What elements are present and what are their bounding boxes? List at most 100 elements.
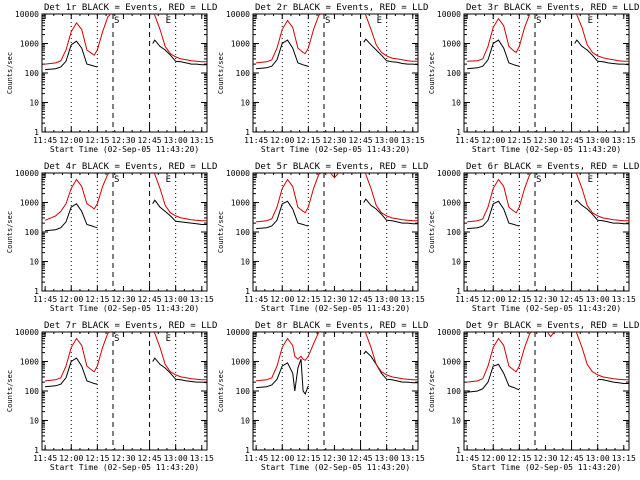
x-tick-label: 13:00 [586,454,610,463]
y-tick-label: 1000 [20,199,39,208]
series-line-events [467,39,629,70]
annotation-end: E [166,334,171,344]
y-tick-label: 10000 [437,328,461,337]
y-tick-label: 1000 [442,199,461,208]
x-tick-label: 12:30 [322,295,346,304]
series-line-events [45,39,207,71]
x-tick-label: 12:00 [481,295,505,304]
y-tick-label: 100 [25,69,40,78]
x-tick-label: 13:00 [164,136,188,145]
y-tick-label: 1 [34,287,39,296]
y-tick-label: 1000 [231,358,250,367]
y-tick-label: 10 [29,417,39,426]
x-tick-label: 12:15 [507,295,531,304]
x-axis-label: Start Time (02-Sep-05 11:43:20) [50,145,199,154]
plot-frame [252,172,419,292]
y-tick-label: 100 [447,387,462,396]
y-tick-label: 10 [29,258,39,267]
panel-det-3: Det 3r BLACK = Events, RED = LLD 1 10 100 10… [428,3,639,154]
x-axis-label: Start Time (02-Sep-05 11:43:20) [472,145,621,154]
panel-title: Det 3r BLACK = Events, RED = LLD [466,3,639,13]
x-tick-label: 12:45 [138,295,162,304]
annotation-start: S [114,334,119,344]
y-axis-label: Counts/sec [217,370,225,412]
x-tick-label: 13:15 [190,454,214,463]
x-axis-label: Start Time (02-Sep-05 11:43:20) [261,463,410,472]
y-axis-label: Counts/sec [428,370,436,412]
series-line-events [256,198,418,230]
y-tick-label: 10000 [15,10,39,19]
x-tick-label: 12:30 [533,295,557,304]
y-tick-label: 1000 [20,40,39,49]
x-tick-label: 12:45 [349,295,373,304]
x-tick-label: 11:45 [455,136,479,145]
x-tick-label: 12:30 [111,454,135,463]
annotation-end: E [166,16,171,26]
series-line-lld [467,332,629,383]
panel-det-6: Det 6r BLACK = Events, RED = LLD 1 10 100 10… [428,162,639,313]
x-tick-label: 12:00 [270,454,294,463]
y-tick-label: 10000 [15,328,39,337]
series-line-lld [256,173,418,223]
x-tick-label: 12:45 [349,136,373,145]
y-tick-label: 10000 [226,10,250,19]
y-tick-label: 1 [245,287,250,296]
annotation-start: S [536,16,541,26]
y-axis-label: Counts/sec [217,211,225,253]
y-tick-label: 1 [245,446,250,455]
y-tick-label: 1 [34,128,39,137]
annotation-start: S [536,175,541,185]
x-tick-label: 11:45 [244,295,268,304]
x-tick-label: 13:00 [375,454,399,463]
x-axis-label: Start Time (02-Sep-05 11:43:20) [50,463,199,472]
x-tick-label: 11:45 [33,454,57,463]
series-line-lld [256,14,418,64]
x-tick-label: 13:00 [586,136,610,145]
x-tick-label: 13:00 [586,295,610,304]
x-tick-label: 12:00 [59,295,83,304]
x-tick-label: 11:45 [455,295,479,304]
y-tick-label: 1000 [442,40,461,49]
x-tick-label: 12:00 [270,295,294,304]
x-tick-label: 11:45 [33,295,57,304]
y-tick-label: 10 [240,417,250,426]
y-tick-label: 10 [29,99,39,108]
panel-title: Det 2r BLACK = Events, RED = LLD [255,3,428,13]
plot-frame [252,13,419,133]
y-tick-label: 100 [25,387,40,396]
x-tick-label: 12:45 [560,454,584,463]
y-tick-label: 1000 [442,358,461,367]
series-line-lld [467,14,629,62]
x-tick-label: 11:45 [244,454,268,463]
y-tick-label: 1 [456,287,461,296]
x-tick-label: 11:45 [244,136,268,145]
panel-title: Det 1r BLACK = Events, RED = LLD [44,3,217,13]
annotation-end: E [166,175,171,185]
y-tick-label: 1000 [20,358,39,367]
series-line-events [256,38,418,70]
x-tick-label: 12:30 [533,454,557,463]
x-tick-label: 13:15 [612,454,636,463]
y-tick-label: 1 [245,128,250,137]
x-tick-label: 13:15 [190,136,214,145]
x-tick-label: 13:15 [612,295,636,304]
series-line-lld [256,332,418,382]
x-tick-label: 13:00 [375,295,399,304]
x-tick-label: 13:00 [375,136,399,145]
x-tick-label: 12:00 [59,136,83,145]
series-line-events [467,363,629,393]
x-tick-label: 13:00 [164,454,188,463]
y-tick-label: 10000 [15,169,39,178]
annotation-end: E [377,16,382,26]
x-tick-label: 12:00 [59,454,83,463]
panel-det-7: Det 7r BLACK = Events, RED = LLD 1 10 100 10… [6,321,217,472]
series-line-events [45,357,207,388]
plot-frame [463,331,630,451]
y-axis-label: Counts/sec [6,211,14,253]
y-tick-label: 100 [236,69,251,78]
x-axis-label: Start Time (02-Sep-05 11:43:20) [472,463,621,472]
y-tick-label: 1 [456,128,461,137]
panel-title: Det 9r BLACK = Events, RED = LLD [466,321,639,331]
plot-frame [41,13,208,133]
